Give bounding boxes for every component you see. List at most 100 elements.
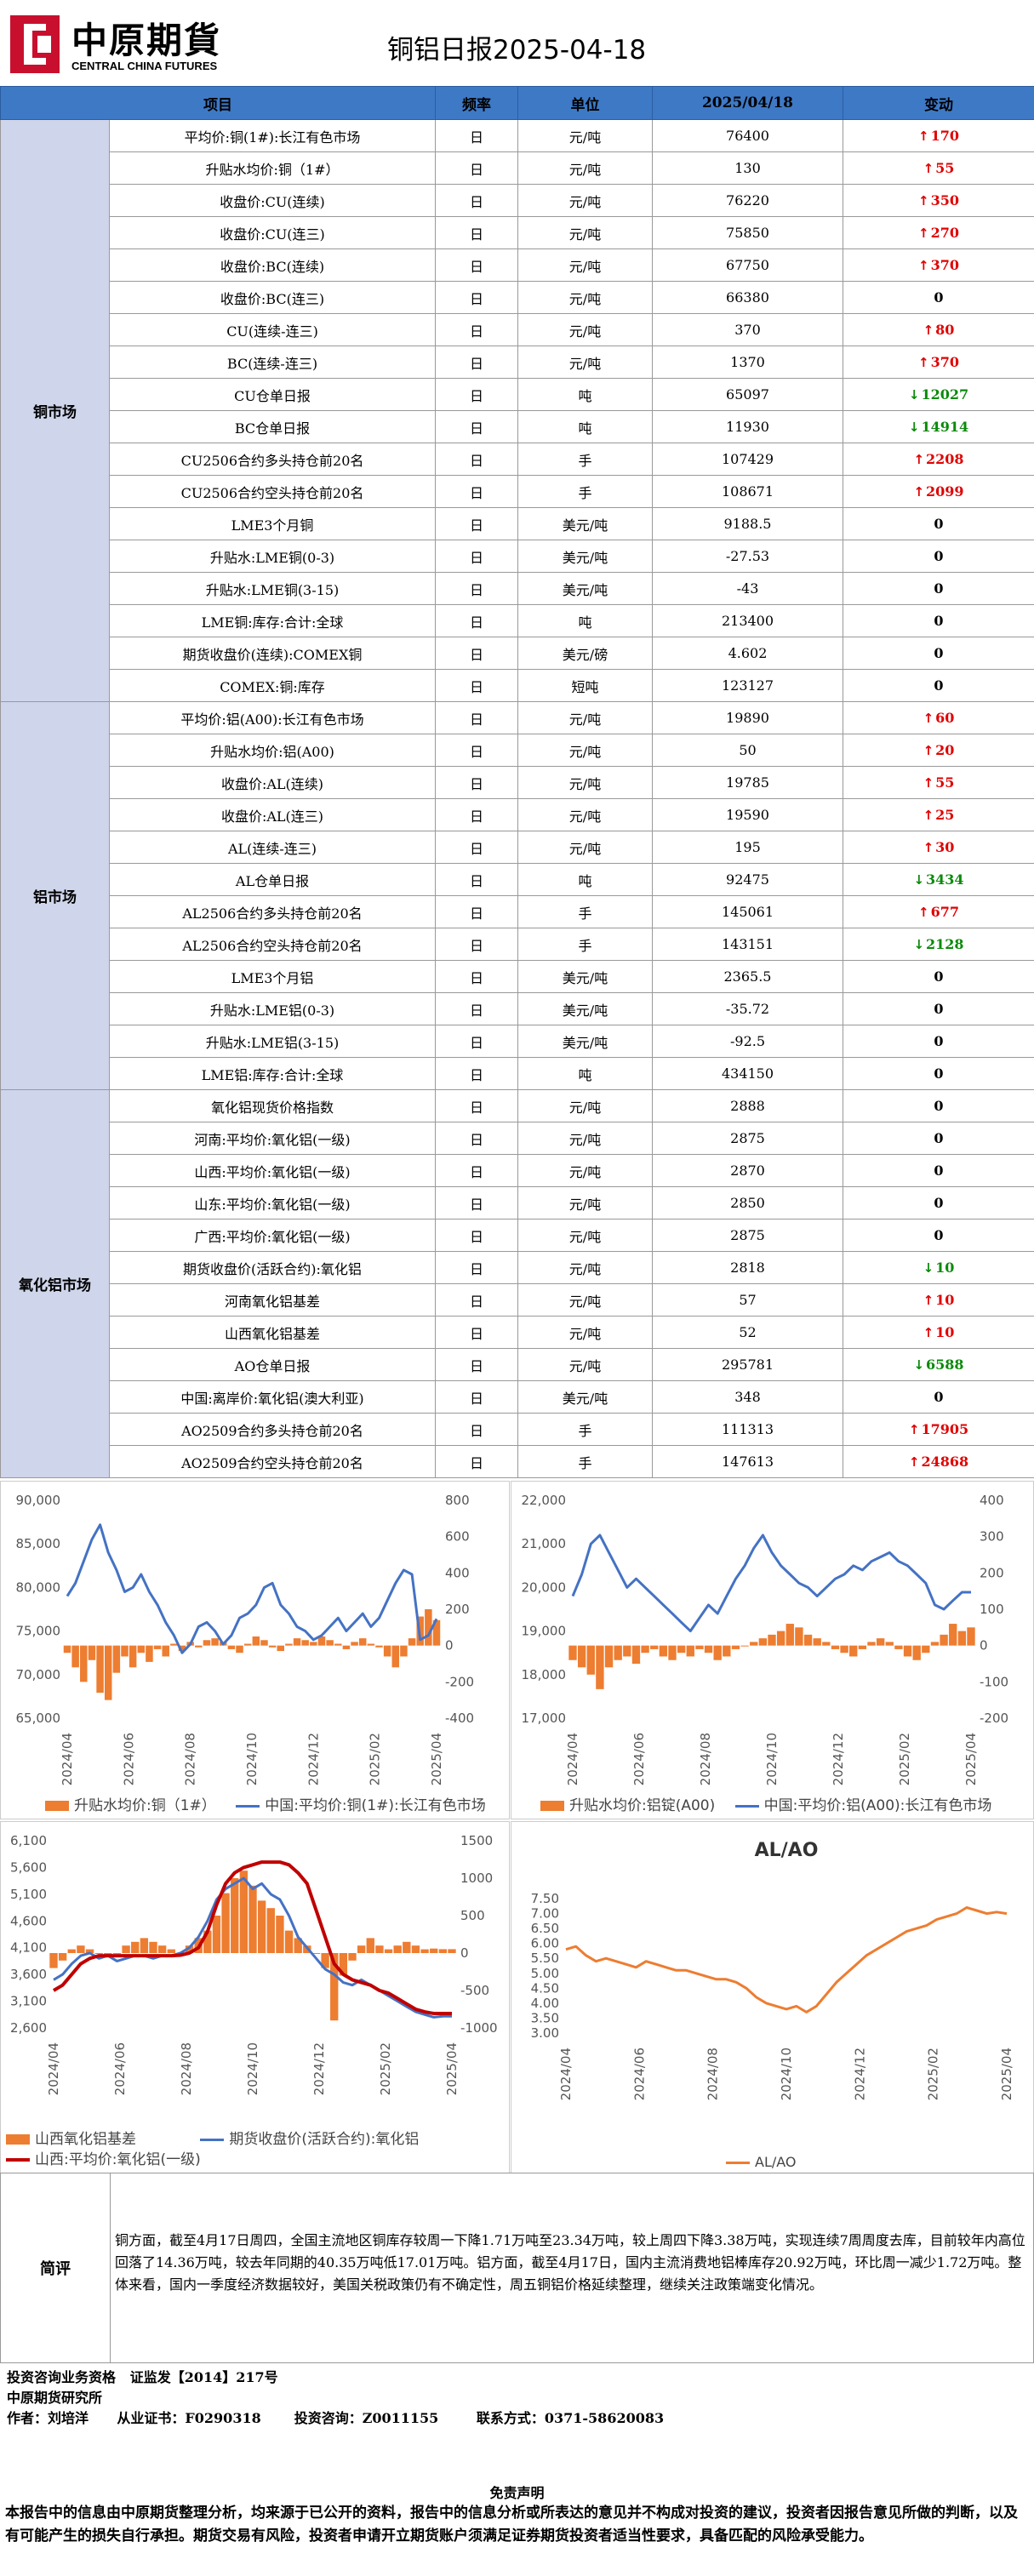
- table-row: 中国:离岸价:氧化铝(澳大利亚) 日美元/吨 348 0: [1, 1380, 1034, 1414]
- frequency-cell: 日: [435, 151, 518, 185]
- unit-cell: 元/吨: [517, 1186, 653, 1219]
- bar: [170, 1643, 178, 1646]
- bar: [930, 1642, 940, 1646]
- right-axis-tick: 400: [445, 1565, 470, 1580]
- bar: [231, 1878, 239, 1953]
- summary-text: 铜方面，截至4月17日周四，全国主流地区铜库存较周一下降1.71万吨至23.34…: [115, 2232, 1025, 2293]
- bar: [723, 1645, 731, 1657]
- table-row: 铜市场 平均价:铜(1#):长江有色市场日元/吨 76400 ↑ 170: [0, 119, 1034, 702]
- alumina-chart-legend-2: 山西:平均价:氧化铝(一级): [6, 2147, 201, 2168]
- frequency-cell: 日: [435, 572, 518, 605]
- item-cell: 收盘价:CU(连续): [109, 184, 436, 217]
- bar: [403, 1941, 411, 1953]
- summary-section: 简评 铜方面，截至4月17日周四，全国主流地区铜库存较周一下降1.71万吨至23…: [0, 2173, 1034, 2363]
- author-line: 作者：刘培洋 从业证书：F0290318 投资咨询：Z0011155 联系方式：…: [7, 2410, 665, 2426]
- x-axis-tick: 2025/04: [429, 1733, 444, 1785]
- unit-cell: 美元/吨: [517, 507, 653, 540]
- value-cell: 4.602: [652, 637, 843, 670]
- logo-icon: [10, 15, 60, 73]
- left-axis-tick: 17,000: [522, 1711, 567, 1726]
- item-cell: LME铜:库存:合计:全球: [109, 604, 436, 637]
- change-cell: ↑ 20: [843, 734, 1034, 767]
- table-header-row: 项目 频率 单位 2025/04/18 变动: [0, 86, 1034, 120]
- change-value: 0: [934, 1227, 944, 1243]
- bar: [153, 1645, 162, 1649]
- change-cell: ↑ 60: [843, 701, 1034, 734]
- bar: [112, 1953, 122, 1954]
- change-value: 0: [934, 1130, 944, 1146]
- change-cell: ↓ 6588: [843, 1348, 1034, 1381]
- right-axis-tick: 300: [980, 1529, 1004, 1545]
- bar: [586, 1645, 595, 1675]
- right-axis-tick: 0: [445, 1638, 454, 1654]
- bar: [867, 1642, 876, 1646]
- item-cell: 氧化铝现货价格指数: [109, 1089, 436, 1122]
- bar: [203, 1640, 211, 1646]
- item-cell: 期货收盘价(连续):COMEX铜: [109, 637, 436, 670]
- value-cell: 2850: [652, 1186, 843, 1219]
- item-cell: 收盘价:BC(连三): [109, 281, 436, 314]
- table-row: 升贴水均价:铝(A00) 日元/吨 50 ↑ 20: [1, 734, 1034, 767]
- bar-swatch-icon: [45, 1801, 69, 1811]
- change-value: 0: [934, 580, 944, 597]
- value-cell: 76220: [652, 184, 843, 217]
- value-cell: -43: [652, 572, 843, 605]
- unit-cell: 元/吨: [517, 798, 653, 831]
- table-row: BC(连续-连三) 日元/吨 1370 ↑ 370: [1, 346, 1034, 379]
- bar: [411, 1945, 420, 1953]
- value-cell: 213400: [652, 604, 843, 637]
- arrow-up-icon: ↑: [918, 355, 929, 370]
- frequency-cell: 日: [435, 798, 518, 831]
- x-axis-tick: 2025/04: [963, 1733, 979, 1785]
- bar: [137, 1645, 146, 1654]
- charts-area: 90,000 85,000 80,000 75,000 70,000 65,000 800 6…: [0, 1481, 1034, 2173]
- unit-cell: 美元/吨: [517, 572, 653, 605]
- line-swatch-icon: [200, 2138, 225, 2141]
- bar: [212, 1916, 221, 1953]
- table-row: CU仓单日报日吨 65097 ↓ 12027: [1, 378, 1034, 411]
- frequency-cell: 日: [435, 410, 518, 443]
- x-axis-tick: 2024/06: [631, 1733, 647, 1785]
- item-cell: 平均价:铝(A00):长江有色市场: [109, 701, 436, 734]
- bar-swatch-icon: [6, 2134, 30, 2145]
- bar: [922, 1645, 930, 1654]
- bar: [185, 1945, 194, 1953]
- table-row: 升贴水均价:铜（1#）日元/吨 130 ↑ 55: [1, 151, 1034, 185]
- arrow-up-icon: ↑: [923, 743, 934, 758]
- change-cell: 0: [843, 1154, 1034, 1187]
- left-axis-tick: 4,100: [10, 1940, 47, 1956]
- x-axis-tick: 2025/02: [368, 1733, 383, 1785]
- table-row: 广西:平均价:氧化铝(一级) 日元/吨 2875 0: [1, 1219, 1034, 1252]
- bar: [940, 1634, 948, 1646]
- series-line: [53, 1876, 452, 2019]
- change-value: 0: [934, 645, 944, 661]
- left-axis-tick: 5,600: [10, 1859, 47, 1875]
- summary-label: 简评: [1, 2173, 111, 2362]
- x-axis-tick: 2024/12: [852, 2048, 867, 2100]
- value-cell: 348: [652, 1380, 843, 1414]
- change-value: 60: [935, 710, 955, 726]
- bar: [400, 1645, 408, 1657]
- arrow-up-icon: ↑: [908, 1454, 920, 1470]
- frequency-cell: 日: [435, 1219, 518, 1252]
- change-value: 30: [935, 839, 955, 855]
- bar: [104, 1645, 112, 1700]
- bar: [236, 1645, 243, 1654]
- table-row: 山西:平均价:氧化铝(一级) 日元/吨 2870 0: [1, 1154, 1034, 1187]
- value-cell: -35.72: [652, 992, 843, 1025]
- left-axis-tick: 4.50: [531, 1980, 559, 1996]
- left-axis-tick: 80,000: [16, 1579, 61, 1595]
- bar: [357, 1945, 366, 1953]
- frequency-cell: 日: [435, 604, 518, 637]
- frequency-cell: 日: [435, 992, 518, 1025]
- unit-cell: 元/吨: [517, 281, 653, 314]
- arrow-up-icon: ↑: [913, 452, 925, 467]
- unit-cell: 元/吨: [517, 1154, 653, 1187]
- change-value: 55: [935, 774, 955, 791]
- line-swatch-icon: [734, 1804, 759, 1808]
- frequency-cell: 日: [435, 119, 518, 152]
- alumina-chart-svg: 6,100 5,600 5,100 4,600 4,100 3,600 3,100 2,600…: [10, 1833, 498, 2095]
- value-cell: 57: [652, 1283, 843, 1317]
- right-axis-tick: 0: [460, 1945, 469, 1961]
- x-axis-tick: 2024/08: [706, 2048, 721, 2100]
